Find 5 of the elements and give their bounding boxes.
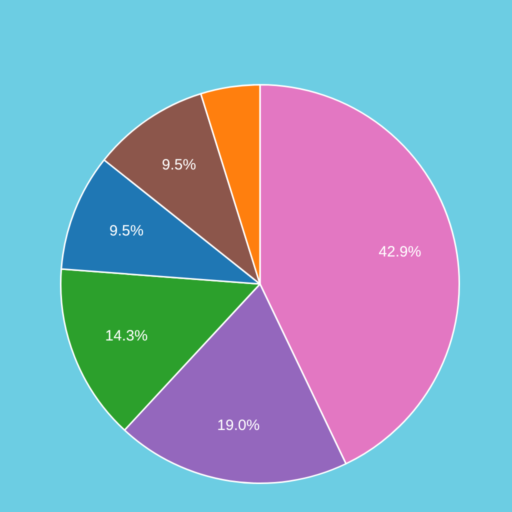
data-label: 19.0% (217, 416, 260, 434)
data-label: 14.3% (105, 328, 148, 345)
data-label: 42.9% (378, 243, 422, 260)
data-label: 9.5% (109, 222, 144, 240)
data-label: 9.5% (162, 156, 196, 174)
